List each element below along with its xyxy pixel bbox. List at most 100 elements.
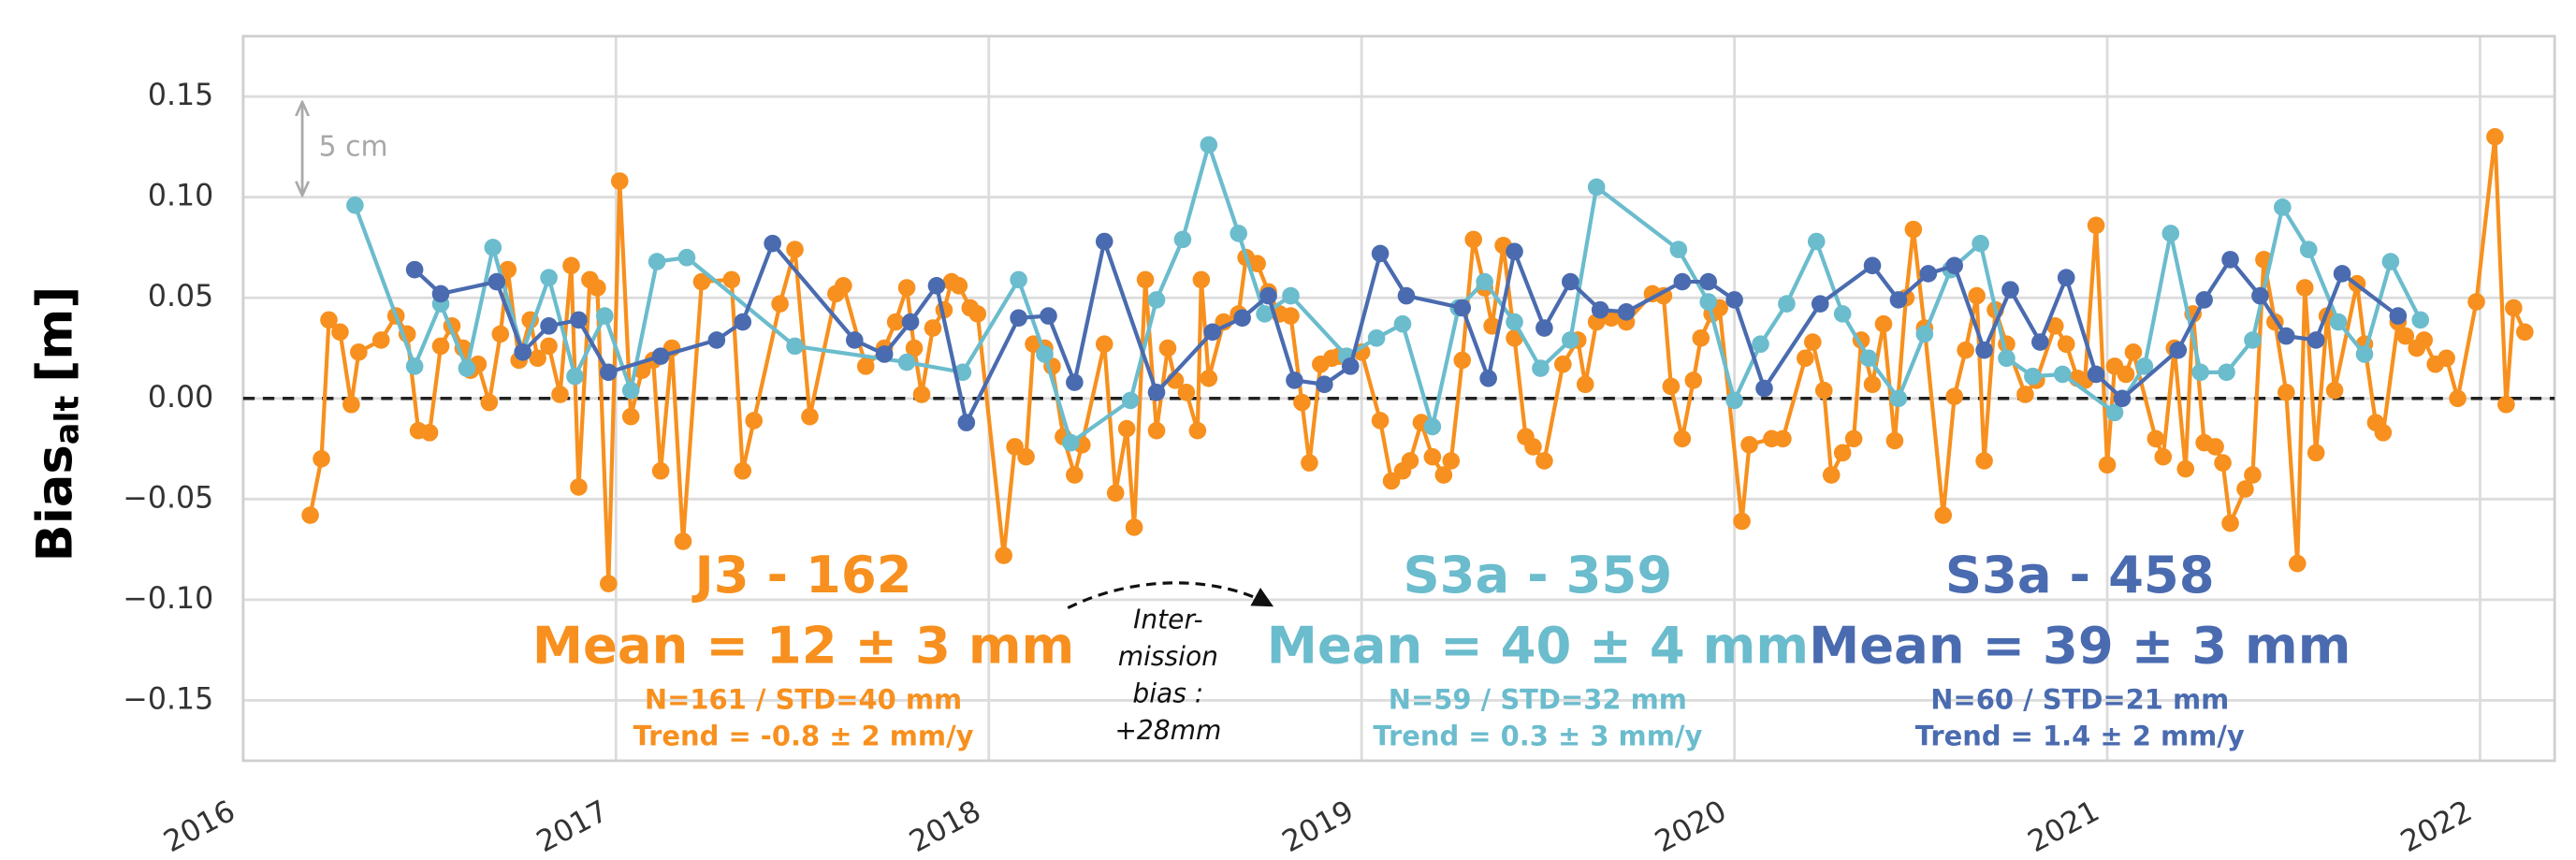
- x-tick-label: 2020: [1650, 794, 1732, 860]
- data-point: [1811, 295, 1829, 313]
- data-point: [897, 279, 916, 297]
- data-point: [1203, 323, 1222, 342]
- data-point: [995, 547, 1012, 564]
- data-point: [2001, 281, 2019, 299]
- data-point: [1833, 305, 1852, 323]
- data-point: [514, 343, 531, 361]
- data-point: [1259, 286, 1277, 305]
- data-point: [1188, 421, 1207, 440]
- data-point: [1669, 241, 1688, 258]
- data-point: [2113, 389, 2132, 408]
- data-point: [600, 575, 618, 592]
- data-point: [301, 506, 319, 524]
- data-point: [1442, 452, 1461, 470]
- data-point: [346, 197, 364, 214]
- y-label-unit: [m]: [26, 286, 83, 383]
- data-point: [1859, 349, 1878, 368]
- data-point: [1778, 295, 1796, 313]
- data-point: [589, 279, 606, 297]
- data-point: [1972, 234, 1989, 253]
- data-point: [1554, 355, 1572, 373]
- data-point: [2195, 291, 2213, 309]
- data-point: [927, 277, 946, 295]
- data: [242, 127, 2555, 592]
- data-point: [2045, 317, 2064, 335]
- data-point: [722, 270, 741, 289]
- data-point: [480, 393, 499, 412]
- data-point: [2221, 251, 2239, 269]
- data-point: [2191, 363, 2209, 382]
- data-point: [1617, 303, 1636, 321]
- data-point: [1095, 335, 1113, 354]
- data-point: [371, 331, 390, 349]
- data-point: [1591, 300, 1609, 319]
- data-point: [2411, 311, 2430, 329]
- data-point: [1535, 452, 1553, 470]
- data-point: [1889, 291, 1908, 309]
- data-point: [458, 359, 476, 377]
- data-point: [2295, 279, 2314, 297]
- data-point: [1833, 444, 1852, 462]
- data-point: [2274, 198, 2292, 216]
- data-point: [1506, 328, 1523, 347]
- data-point: [2307, 444, 2325, 462]
- data-point: [692, 272, 711, 291]
- data-point: [924, 319, 942, 337]
- data-point: [540, 337, 558, 356]
- data-point: [570, 311, 588, 329]
- data-point: [845, 331, 864, 349]
- data-point: [2176, 459, 2195, 478]
- data-point: [1393, 314, 1412, 333]
- data-point: [499, 260, 517, 279]
- data-point: [1814, 381, 1833, 400]
- data-point: [1200, 136, 1218, 154]
- data-point: [1725, 391, 1743, 410]
- data-point: [1147, 291, 1166, 309]
- data-point: [1200, 369, 1218, 387]
- data-point: [968, 305, 987, 323]
- data-point: [1797, 349, 1814, 368]
- data-point: [566, 367, 584, 386]
- data-point: [1434, 466, 1453, 484]
- data-point: [1397, 286, 1416, 305]
- y-label-sub: alt: [49, 396, 87, 445]
- data-point: [2161, 225, 2180, 242]
- series-name: J3 - 162: [691, 545, 911, 605]
- data-point: [405, 260, 424, 279]
- data-point: [2057, 269, 2075, 287]
- data-point: [2221, 514, 2239, 532]
- data-point: [1740, 435, 1758, 454]
- data-point: [2515, 323, 2534, 342]
- data-point: [1382, 472, 1401, 490]
- data-point: [1066, 466, 1084, 484]
- data-point: [1233, 309, 1251, 328]
- data-point: [905, 339, 924, 357]
- data-point: [320, 311, 338, 329]
- data-point: [570, 478, 588, 496]
- data-point: [2497, 395, 2515, 414]
- data-point: [1807, 232, 1826, 251]
- series-trend: Trend = -0.8 ± 2 mm/y: [633, 720, 974, 751]
- data-point: [2057, 335, 2075, 354]
- data-point: [2415, 331, 2434, 349]
- data-point: [1341, 357, 1360, 375]
- annotations: 0.15 0.10 0.05 0.00 −0.05 −0.10 −0.15 2016 2017 2…: [123, 79, 2478, 859]
- data-point: [734, 313, 752, 331]
- y-tick-label: −0.10: [123, 582, 213, 616]
- data-point: [1968, 286, 1986, 305]
- data-point: [2389, 307, 2408, 325]
- data-point: [1576, 375, 1594, 394]
- data-point: [677, 248, 696, 267]
- data-point: [1874, 314, 1893, 333]
- data-point: [529, 349, 546, 368]
- data-point: [1095, 232, 1113, 251]
- data-point: [1863, 256, 1882, 275]
- data-point: [2169, 341, 2188, 359]
- data-point: [875, 345, 894, 363]
- data-point: [621, 407, 640, 426]
- data-point: [1371, 244, 1390, 263]
- data-point: [1192, 270, 1211, 289]
- series-stats: N=161 / STD=40 mm: [645, 684, 962, 716]
- data-point: [2031, 333, 2049, 351]
- scale-bar-label: 5 cm: [319, 131, 388, 164]
